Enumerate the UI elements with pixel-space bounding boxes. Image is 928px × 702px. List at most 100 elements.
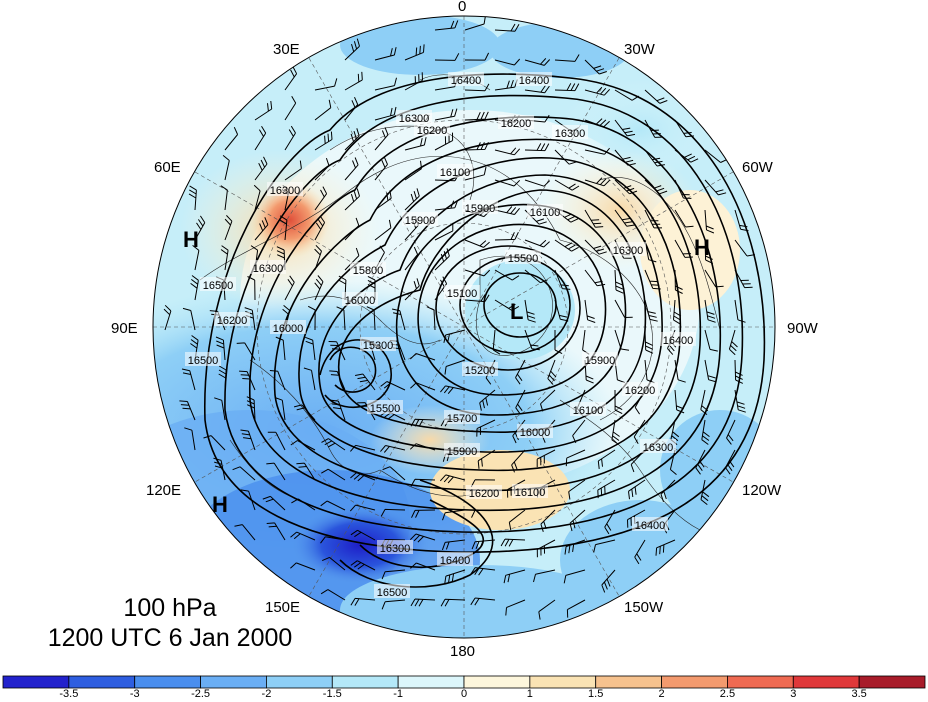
lon-label-60w: 60W <box>742 159 773 176</box>
wind-barb <box>409 353 436 361</box>
wind-barb <box>239 370 256 391</box>
wind-barb <box>224 126 239 151</box>
wind-barb <box>477 449 496 469</box>
wind-barb <box>267 431 286 451</box>
wind-barb <box>644 119 663 138</box>
contour-label-background <box>462 200 498 214</box>
wind-barb <box>524 58 551 66</box>
wind-barb <box>284 66 298 91</box>
contour-label: 16100 <box>515 487 546 499</box>
contour-label: 15900 <box>585 355 616 367</box>
wind-barb <box>564 539 586 555</box>
contour-label-background <box>437 164 473 178</box>
contour-label: 16200 <box>217 315 248 327</box>
wind-barb <box>584 269 606 287</box>
wind-barb <box>254 217 269 241</box>
contour-label: 16300 <box>270 185 301 197</box>
wind-barb <box>442 509 466 521</box>
contour-label-background <box>610 242 646 256</box>
wind-barb <box>540 509 556 532</box>
wind-barb <box>593 539 616 553</box>
colorbar-swatch <box>2 675 70 689</box>
wind-barb <box>253 184 261 211</box>
wind-barb <box>554 239 579 252</box>
wind-barb <box>494 231 519 241</box>
wind-barb <box>240 489 256 511</box>
wind-barb <box>314 244 322 271</box>
wind-barb <box>470 597 496 606</box>
wind-barb <box>584 209 604 228</box>
wind-barb <box>290 562 316 571</box>
wind-barb <box>566 599 586 618</box>
wind-barb <box>479 389 496 411</box>
contour-label-background <box>512 484 548 498</box>
lon-label-0: 0 <box>458 0 467 15</box>
wind-barb <box>350 529 376 541</box>
wind-barb <box>494 147 521 156</box>
wind-barb <box>584 299 596 323</box>
colorbar-tick-label: -1.5 <box>322 688 342 700</box>
wind-barb <box>367 275 376 300</box>
wind-barb <box>644 209 662 229</box>
contour-label: 16300 <box>643 442 674 454</box>
wind-barb <box>254 156 268 181</box>
colorbar-swatch <box>661 675 728 689</box>
wind-barb <box>508 509 526 531</box>
wind-barb <box>349 504 376 512</box>
wind-barb <box>314 131 333 151</box>
contour-label: 15900 <box>465 203 496 215</box>
contour-label: 16100 <box>440 167 471 179</box>
wind-barb <box>464 52 490 61</box>
wind-barb <box>190 275 199 301</box>
contour-label-background <box>516 72 552 86</box>
contour-label: 16400 <box>519 75 550 87</box>
wind-barb <box>494 299 520 311</box>
wind-barb <box>434 20 459 31</box>
wind-barb <box>344 38 360 61</box>
contour-label: 15200 <box>465 365 496 377</box>
wind-barb <box>503 569 526 584</box>
colorbar-tick-label: 1.5 <box>588 688 604 700</box>
contour-label: 15100 <box>447 288 478 300</box>
colorbar-tick-label: 2.5 <box>719 688 736 700</box>
colorbar-swatch <box>331 675 399 689</box>
wind-barb <box>565 449 586 467</box>
wind-barb <box>439 474 466 484</box>
wind-barb <box>410 478 436 487</box>
wind-barb <box>494 269 520 281</box>
contour-label-background <box>640 439 676 453</box>
wind-barb <box>374 190 392 211</box>
contour-label: 15500 <box>508 253 539 265</box>
wind-barb <box>614 89 640 101</box>
wind-barb <box>492 329 501 355</box>
colorbar-tick-label: 3.5 <box>851 688 867 700</box>
wind-barb <box>511 449 526 473</box>
colorbar-swatch <box>727 675 794 689</box>
timestamp-label: 1200 UTC 6 Jan 2000 <box>47 624 293 652</box>
contour-label-background <box>377 540 413 554</box>
wind-barb <box>725 449 736 475</box>
wind-barb <box>374 47 397 61</box>
colorbar-tick-label: 2 <box>658 688 665 700</box>
wind-barb <box>464 83 490 92</box>
wind-barb <box>524 329 540 351</box>
contour-label: 16100 <box>530 207 561 219</box>
contour-label: 15500 <box>370 403 401 415</box>
wind-barb <box>476 419 496 437</box>
contour-label: 15900 <box>447 446 478 458</box>
wind-barb <box>192 245 200 271</box>
lon-label-90w: 90W <box>787 320 818 337</box>
contour-label-background <box>200 277 236 291</box>
wind-barb <box>410 562 436 571</box>
contour-label: 16000 <box>520 427 551 439</box>
wind-barb <box>381 599 406 610</box>
wind-barb <box>344 217 360 241</box>
wind-barb <box>247 276 256 301</box>
contour-label-background <box>570 402 606 416</box>
wind-barb <box>213 457 226 481</box>
wind-barb <box>627 509 646 528</box>
wind-barb <box>344 188 360 211</box>
contour-label-background <box>448 72 484 86</box>
low-pressure-center: L <box>510 299 524 324</box>
contour-label-background <box>466 485 502 499</box>
